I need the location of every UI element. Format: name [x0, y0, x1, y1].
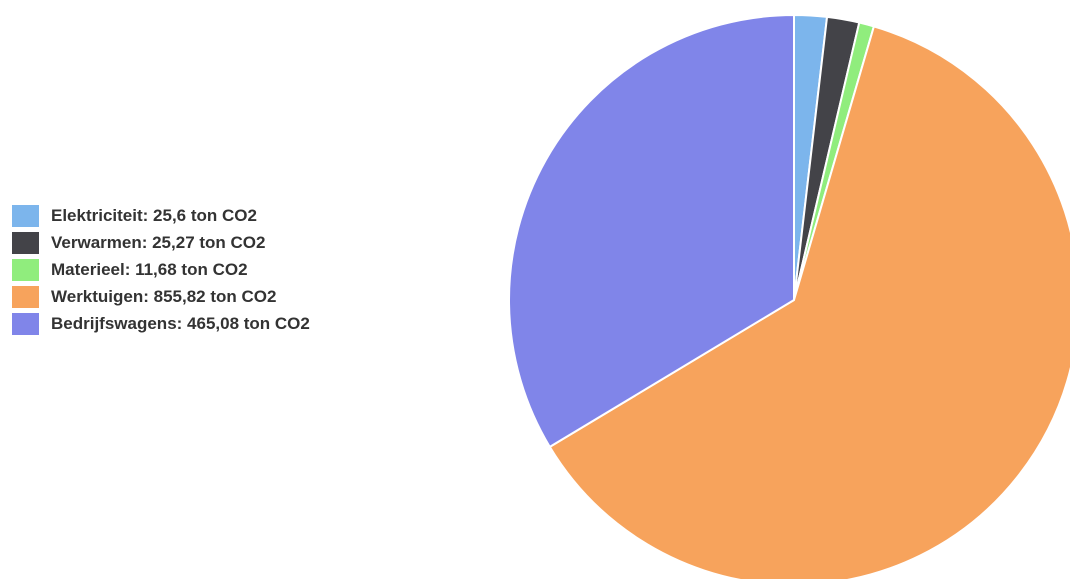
legend-swatch: [12, 285, 39, 308]
legend-label: Elektriciteit: 25,6 ton CO2: [51, 205, 257, 225]
chart-legend: Elektriciteit: 25,6 ton CO2 Verwarmen: 2…: [12, 202, 310, 337]
legend-swatch: [12, 258, 39, 281]
legend-label: Verwarmen: 25,27 ton CO2: [51, 232, 266, 252]
legend-item-werktuigen[interactable]: Werktuigen: 855,82 ton CO2: [12, 283, 310, 310]
legend-label: Bedrijfswagens: 465,08 ton CO2: [51, 313, 310, 333]
legend-item-materieel[interactable]: Materieel: 11,68 ton CO2: [12, 256, 310, 283]
legend-swatch: [12, 312, 39, 335]
legend-swatch: [12, 204, 39, 227]
pie-slice-werktuigen[interactable]: [548, 25, 1070, 579]
legend-item-bedrijfswagens[interactable]: Bedrijfswagens: 465,08 ton CO2: [12, 310, 310, 337]
legend-item-elektriciteit[interactable]: Elektriciteit: 25,6 ton CO2: [12, 202, 310, 229]
legend-label: Werktuigen: 855,82 ton CO2: [51, 286, 277, 306]
legend-item-verwarmen[interactable]: Verwarmen: 25,27 ton CO2: [12, 229, 310, 256]
legend-swatch: [12, 231, 39, 254]
legend-label: Materieel: 11,68 ton CO2: [51, 259, 248, 279]
pie-slice-bedrijfswagens[interactable]: [508, 14, 795, 448]
